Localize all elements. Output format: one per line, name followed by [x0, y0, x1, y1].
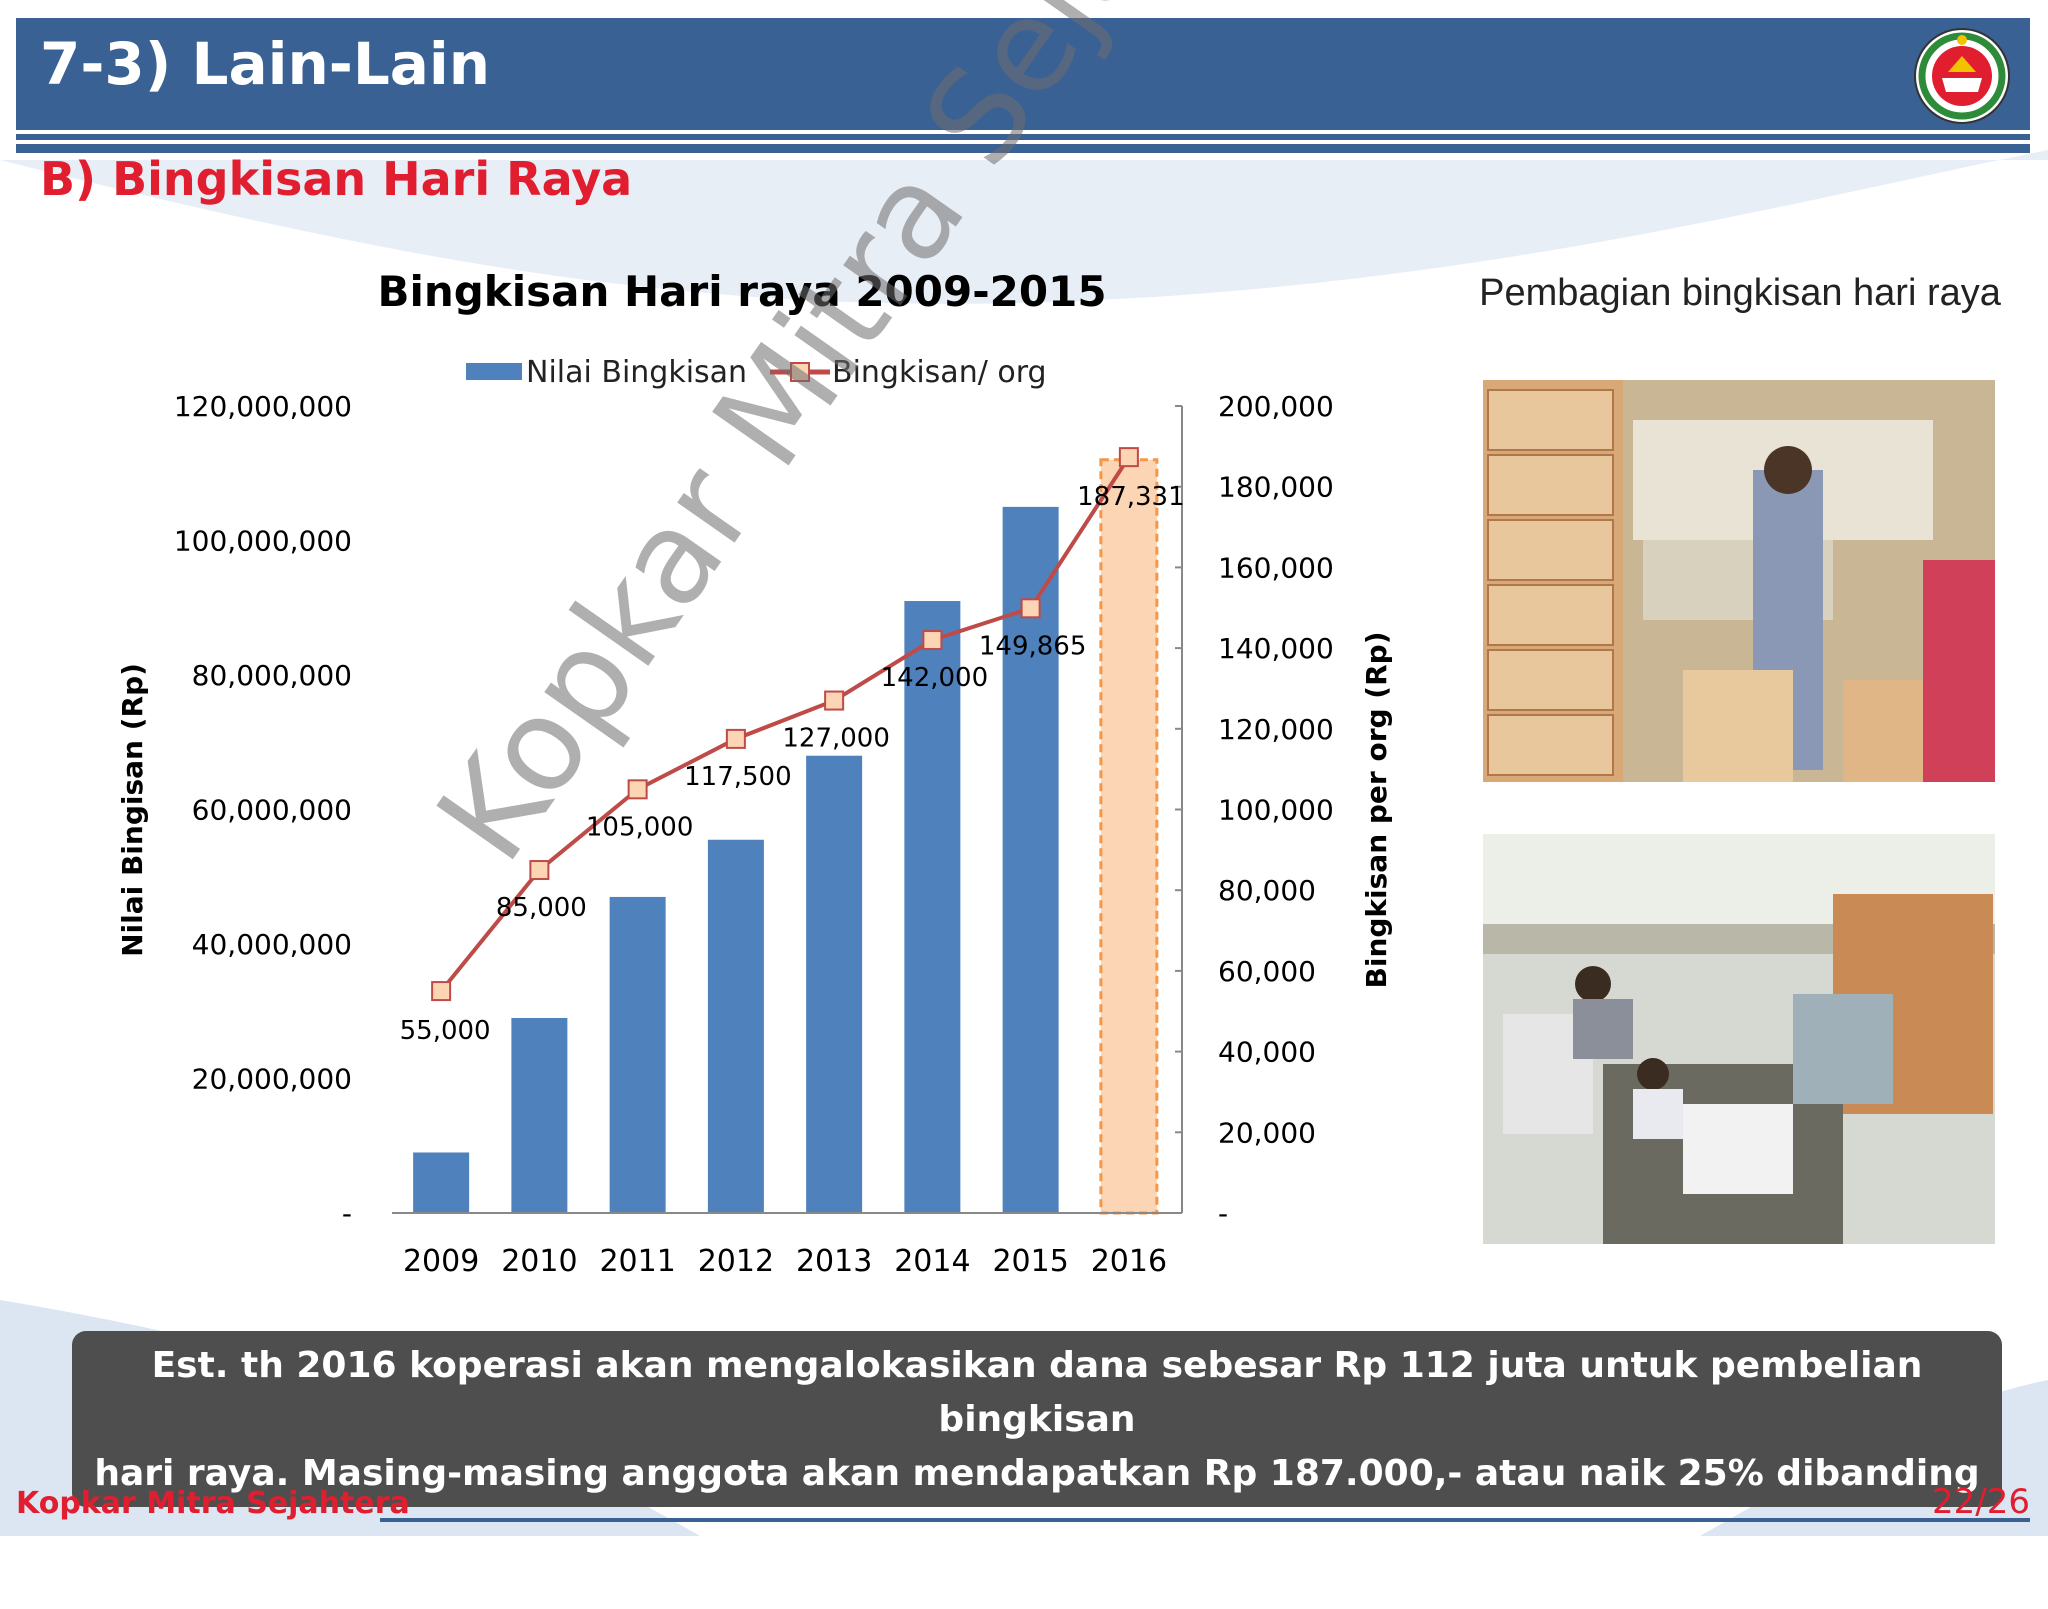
section-subtitle: B) Bingkisan Hari Raya: [40, 152, 633, 206]
y-tick-label: -: [342, 1197, 352, 1230]
combo-chart: Bingkisan Hari raya 2009-2015 Nilai Bing…: [116, 267, 1393, 1279]
line-point: [431, 981, 452, 1002]
legend-bar-label: Nilai Bingkisan: [526, 355, 747, 390]
line-point: [725, 728, 746, 749]
cooperative-seal-icon: [1914, 28, 2010, 124]
x-tick-label: 2011: [599, 1244, 675, 1279]
y2-tick-label: 20,000: [1218, 1116, 1316, 1149]
y-axis-label: Nilai Bingisan (Rp): [116, 663, 149, 957]
bar: [511, 1017, 568, 1213]
x-tick-label: 2014: [894, 1244, 970, 1279]
summary-callout: Est. th 2016 koperasi akan mengalokasika…: [72, 1331, 2002, 1602]
bar-estimate: [1099, 458, 1159, 1215]
line-data-label: 105,000: [586, 812, 694, 842]
line-path: [439, 456, 1131, 993]
bar-series: [413, 458, 1159, 1215]
y-tick-label: 80,000,000: [192, 659, 352, 692]
x-tick-label: 2010: [501, 1244, 577, 1279]
chart-legend: Nilai Bingkisan Bingkisan/ org: [466, 355, 1047, 390]
y-tick-label: 60,000,000: [192, 794, 352, 827]
photo-warehouse-boxes: [1483, 380, 1995, 782]
callout-line-1: Est. th 2016 koperasi akan mengalokasika…: [151, 1345, 1923, 1440]
line-data-label: 187,331: [1077, 482, 1185, 512]
x-tick-label: 2015: [992, 1244, 1068, 1279]
y2-tick-label: 180,000: [1218, 471, 1334, 504]
x-tick-label: 2016: [1091, 1244, 1167, 1279]
line-data-label: 149,865: [979, 631, 1087, 661]
legend-line-marker: [790, 362, 810, 382]
footer-org: Kopkar Mitra Sejahtera: [16, 1486, 410, 1521]
y2-tick-label: 40,000: [1218, 1036, 1316, 1069]
y2-tick-label: 80,000: [1218, 874, 1316, 907]
bar: [806, 755, 863, 1213]
y2-tick-label: 160,000: [1218, 551, 1334, 584]
line-point: [1020, 598, 1041, 619]
y-tick-label: 40,000,000: [192, 928, 352, 961]
x-axis: 2009 2010 2011 2012 2013 2014 2015 2016: [392, 1212, 1182, 1279]
y2-tick-label: 60,000: [1218, 955, 1316, 988]
bar: [904, 601, 961, 1213]
x-tick-label: 2009: [403, 1244, 479, 1279]
y2-axis-ticks: - 20,000 40,000 60,000 80,000 100,000 120,000 1…: [1175, 390, 1334, 1230]
page-number: 22/26: [1932, 1482, 2030, 1522]
line-data-label: 127,000: [782, 724, 890, 754]
bar: [707, 839, 764, 1213]
slide-title: 7-3) Lain-Lain: [40, 30, 491, 98]
line-point: [529, 860, 550, 881]
bar: [609, 896, 666, 1213]
bar: [413, 1152, 470, 1213]
line-point: [1118, 447, 1139, 468]
line-point: [627, 779, 648, 800]
line-data-label: 55,000: [400, 1016, 491, 1046]
y2-tick-label: -: [1218, 1197, 1228, 1230]
y2-axis-label: Bingkisan per org (Rp): [1360, 632, 1393, 989]
y2-tick-label: 120,000: [1218, 713, 1334, 746]
line-data-label: 142,000: [881, 663, 989, 693]
footer-rule: [380, 1518, 2030, 1522]
y2-tick-label: 140,000: [1218, 632, 1334, 665]
y2-tick-label: 100,000: [1218, 794, 1334, 827]
photo-packing-drawing: [1483, 834, 1995, 1244]
title-rule: [16, 134, 2030, 140]
line-data-label: 85,000: [496, 893, 587, 923]
y-tick-label: 100,000,000: [174, 525, 352, 558]
photo-warehouse-drawing: [1483, 380, 1995, 782]
y-axis-ticks: - 20,000,000 40,000,000 60,000,000 80,000,00…: [174, 390, 352, 1230]
legend-bar-swatch: [466, 363, 522, 380]
y-tick-label: 120,000,000: [174, 390, 352, 423]
photo-packing-room: [1483, 834, 1995, 1244]
callout-line-2: hari raya. Masing-masing anggota akan me…: [94, 1453, 1980, 1548]
x-tick-label: 2012: [698, 1244, 774, 1279]
line-point: [922, 630, 943, 651]
bar: [1002, 506, 1059, 1213]
title-rule: [16, 144, 2030, 153]
line-point: [824, 690, 845, 711]
y-tick-label: 20,000,000: [192, 1063, 352, 1096]
callout-line-3: 2015: [986, 1561, 1088, 1602]
photo-caption: Pembagian bingkisan hari raya: [1479, 272, 2001, 314]
x-tick-label: 2013: [796, 1244, 872, 1279]
chart-title: Bingkisan Hari raya 2009-2015: [377, 267, 1106, 316]
title-bar: [16, 18, 2030, 130]
line-data-label: 117,500: [684, 762, 792, 792]
line-series: 55,000 85,000 105,000 117,500 127,000 142,000…: [400, 447, 1185, 1046]
legend-line-label: Bingkisan/ org: [832, 355, 1047, 390]
y2-tick-label: 200,000: [1218, 390, 1334, 423]
